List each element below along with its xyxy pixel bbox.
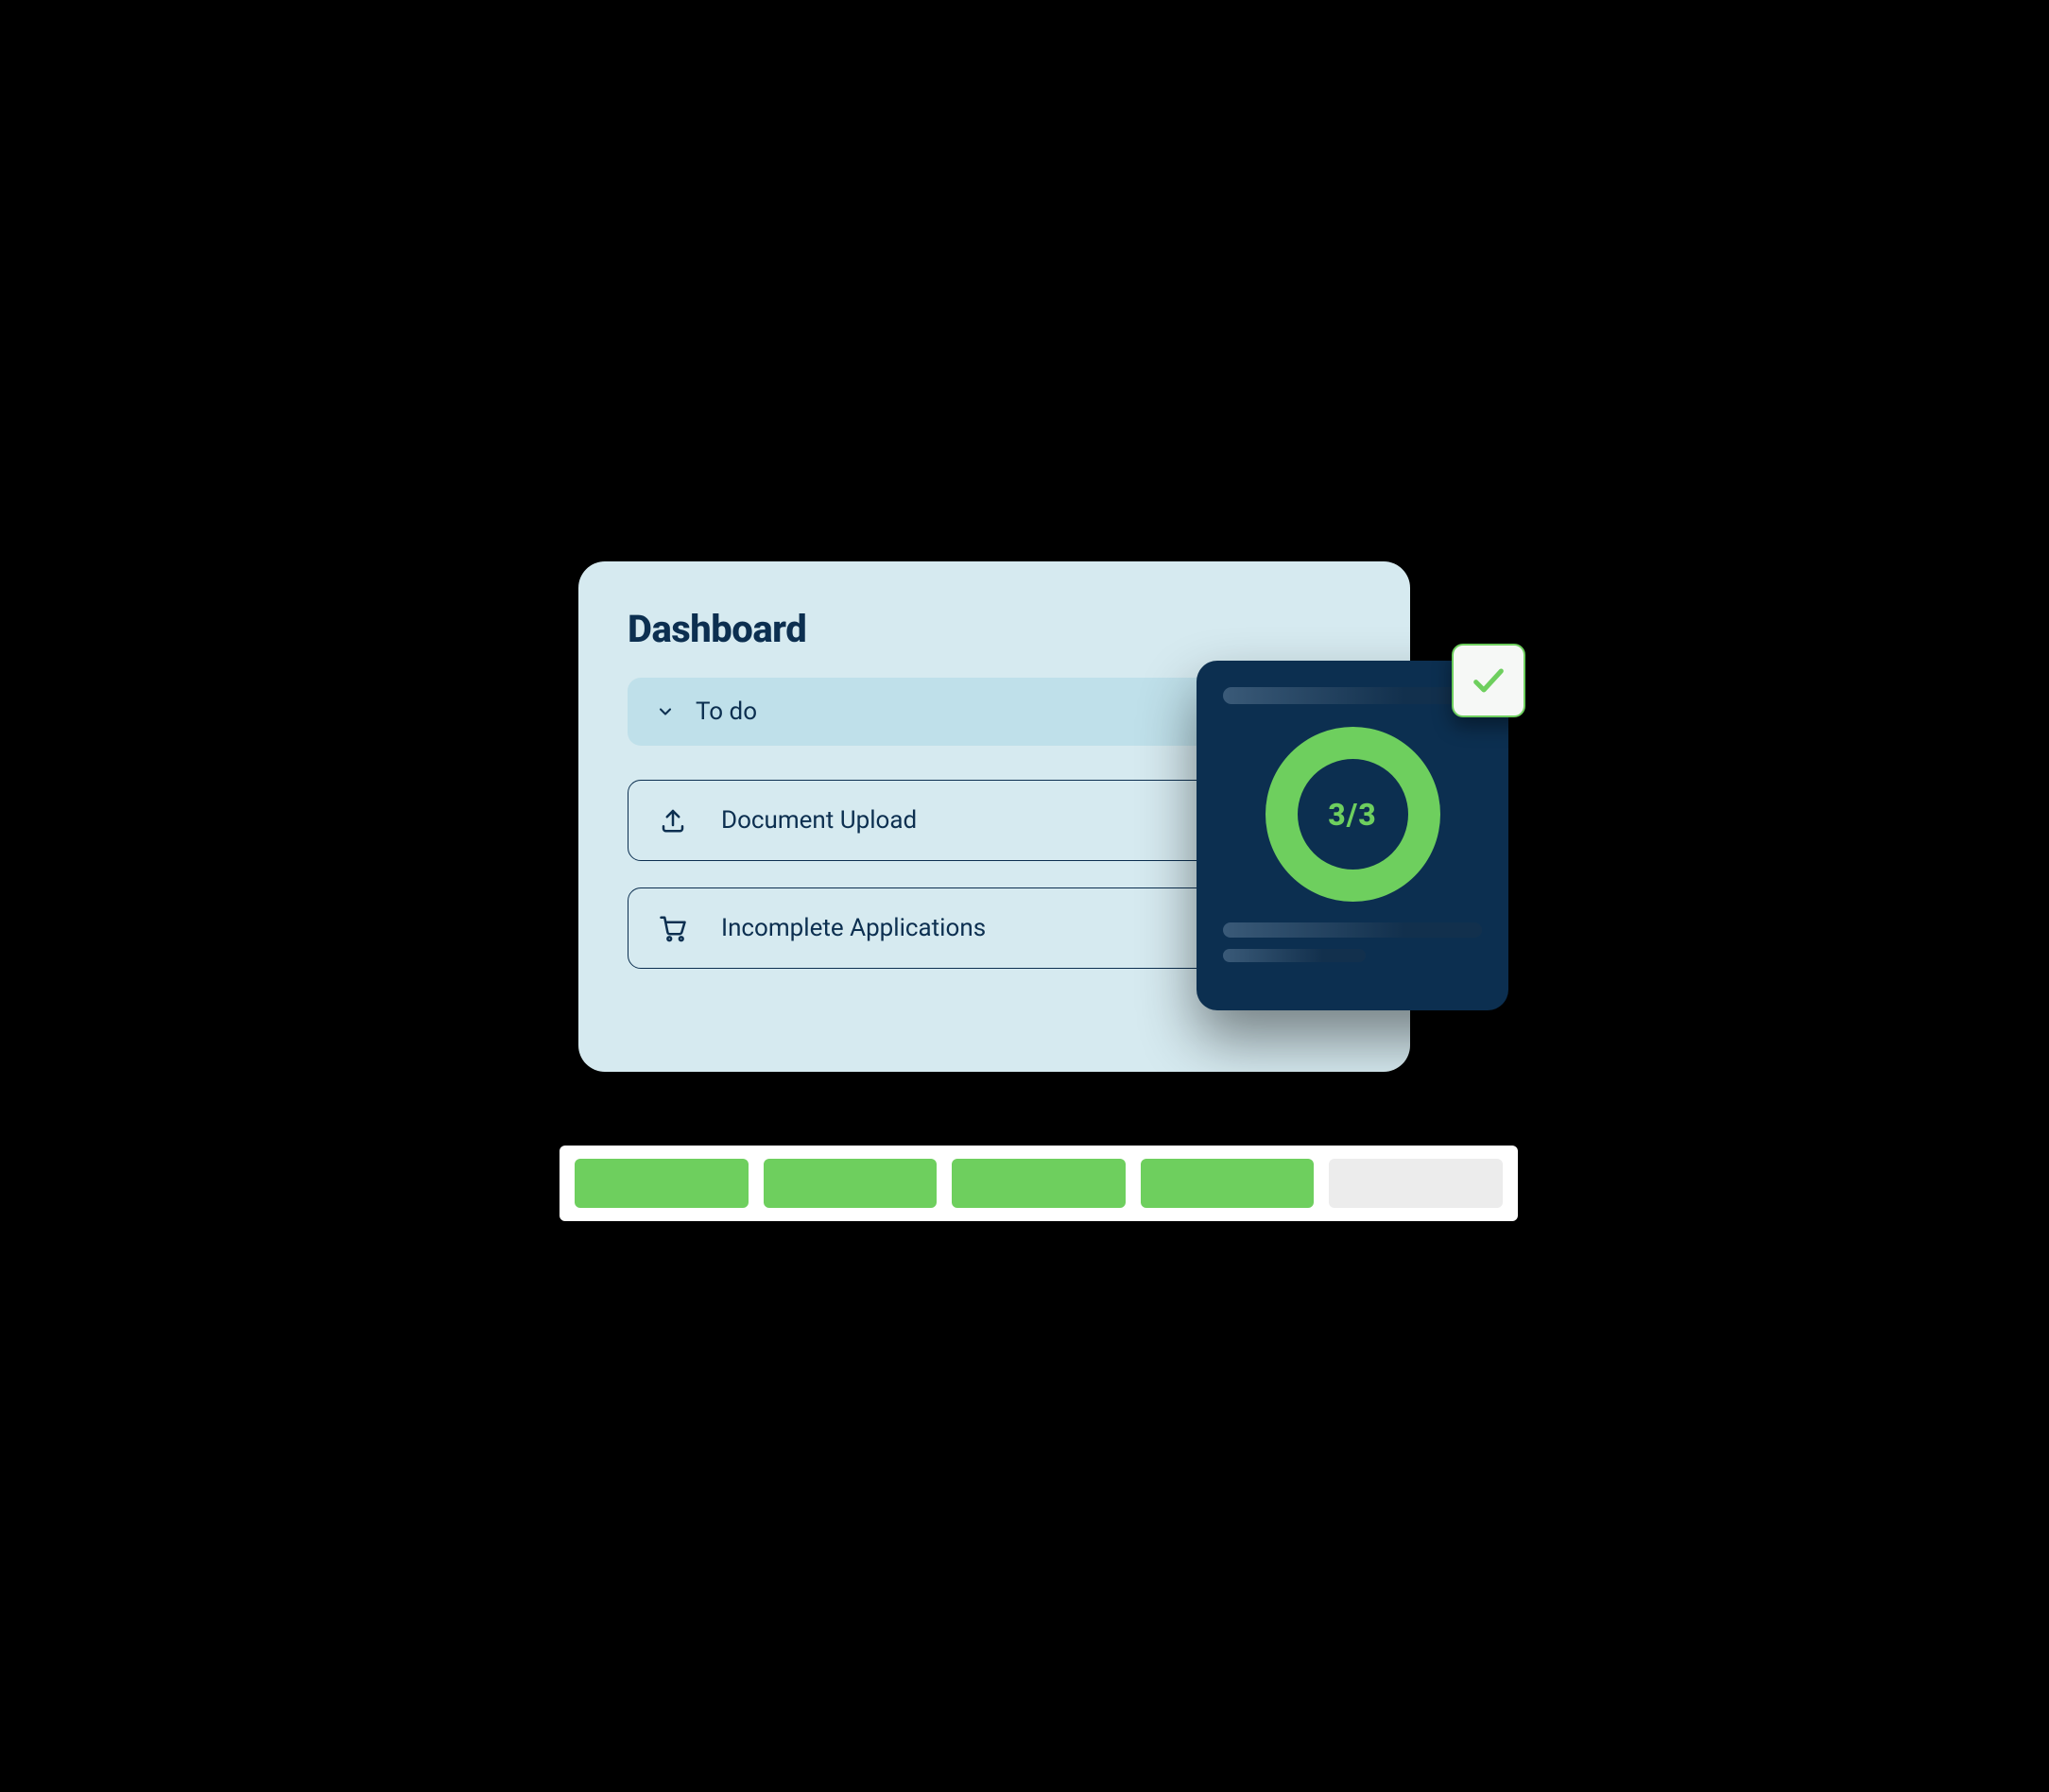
todo-label: To do: [696, 698, 757, 726]
score-card: 3/3: [1197, 661, 1508, 1010]
score-placeholder-line-short: [1223, 949, 1366, 962]
progress-segment: [952, 1159, 1126, 1208]
progress-segment: [1141, 1159, 1315, 1208]
progress-ring-value: 3/3: [1328, 797, 1376, 833]
todo-item-label: Incomplete Applications: [721, 914, 986, 942]
progress-segment: [764, 1159, 938, 1208]
check-badge: [1452, 644, 1525, 717]
cart-icon: [657, 912, 689, 944]
stage: Dashboard To do Document Upload: [512, 448, 1537, 1344]
dashboard-title: Dashboard: [628, 607, 1361, 651]
progress-ring: 3/3: [1266, 727, 1440, 902]
progress-strip: [560, 1146, 1518, 1221]
chevron-down-icon: [656, 702, 675, 721]
score-placeholder-bar: [1223, 687, 1482, 704]
score-placeholder-line: [1223, 922, 1482, 938]
progress-segment: [575, 1159, 749, 1208]
todo-item-label: Document Upload: [721, 806, 917, 835]
progress-segment: [1329, 1159, 1503, 1208]
upload-icon: [657, 804, 689, 836]
check-icon: [1470, 662, 1507, 699]
